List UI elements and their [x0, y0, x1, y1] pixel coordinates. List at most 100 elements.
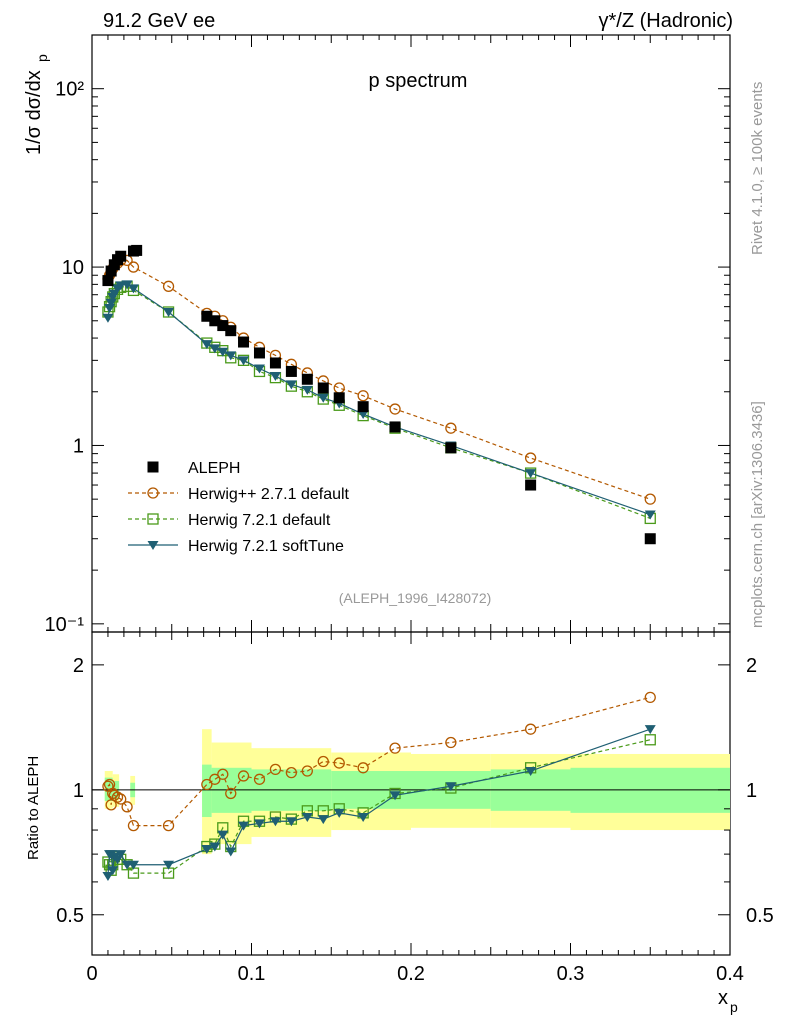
series-point: [301, 385, 313, 395]
series-point: [105, 298, 117, 308]
header-left: 91.2 GeV ee: [103, 10, 215, 32]
series-ratio-point: [285, 817, 297, 827]
series-ratio-point: [357, 813, 369, 823]
series-ratio-point: [445, 782, 457, 792]
x-axis-label-main: x: [718, 987, 728, 1009]
aleph-data-point: [225, 325, 237, 337]
header-right: γ*/Z (Hadronic): [599, 10, 733, 32]
y-tick-label: 10²: [55, 79, 84, 101]
aleph-data-point: [217, 320, 229, 332]
legend-marker: [147, 513, 159, 525]
series-point: [104, 303, 116, 313]
series-ratio-point: [644, 691, 656, 704]
ratio-tick-label: 1: [73, 780, 84, 802]
mcplots-text: mcplots.cern.ch [arXiv:1306.3436]: [749, 401, 766, 628]
y-tick-label: 10: [62, 257, 84, 279]
series-ratio-point: [237, 770, 250, 782]
aleph-data-layer: [102, 244, 656, 545]
ratio-band-inner: [570, 767, 730, 813]
chart-title: p spectrum: [369, 70, 468, 92]
series-ratio-point: [269, 817, 281, 827]
series-ratio-point: [389, 791, 401, 801]
series-point: [525, 469, 537, 479]
series-ratio-point: [445, 736, 457, 749]
series-ratio-point: [201, 778, 213, 791]
series-ratio-point: [333, 757, 345, 769]
aleph-data-point: [209, 315, 221, 327]
series-ratio-point: [225, 787, 237, 800]
series-point: [201, 340, 213, 350]
series-line-main: [107, 285, 651, 519]
series-ratio-point: [107, 866, 119, 876]
x-axis-label: x p: [718, 987, 738, 1015]
x-tick-label: 0.3: [557, 963, 585, 985]
series-ratio-point: [115, 793, 127, 805]
analysis-tag: (ALEPH_1996_I428072): [339, 590, 492, 606]
x-axis-label-sub: p: [730, 999, 738, 1015]
legend: ALEPH Herwig++ 2.7.1 default Herwig 7.2.1 …: [128, 460, 350, 555]
series-ratio-point: [525, 767, 537, 777]
legend-item: ALEPH: [147, 460, 240, 477]
series-ratio-point: [301, 813, 313, 823]
series-ratio-point: [201, 845, 213, 855]
series-ratio-point: [163, 860, 175, 870]
legend-label: Herwig 7.2.1 default: [188, 512, 331, 529]
series-point: [238, 356, 250, 366]
series-ratio-point: [317, 815, 329, 825]
series-ratio-point: [301, 765, 313, 777]
series-point: [127, 261, 140, 273]
series-ratio-point: [285, 766, 298, 779]
series-point: [333, 382, 345, 394]
x-tick-label: 0.4: [716, 963, 744, 985]
series-point: [317, 393, 329, 403]
aleph-data-point: [301, 373, 313, 385]
series-point: [127, 284, 139, 294]
legend-item: Herwig 7.2.1 default: [128, 512, 331, 529]
y-axis-label-sub: p: [34, 54, 50, 62]
aleph-data-point: [285, 365, 297, 377]
ratio-tick-label: 0.5: [56, 905, 84, 927]
y-axis-label: 1/σ dσ/dx p: [23, 54, 50, 155]
legend-label: ALEPH: [188, 460, 240, 477]
aleph-data-point: [269, 357, 281, 369]
series-point: [389, 403, 401, 415]
series-ratio-point: [644, 725, 656, 735]
rivet-text: Rivet 4.1.0, ≥ 100k events: [749, 82, 766, 255]
y-axis-label-main: 1/σ dσ/dx: [23, 70, 45, 155]
series-ratio-point: [217, 830, 229, 840]
series-ratio-point: [524, 723, 537, 735]
series-line-ratio: [107, 696, 651, 827]
series-line-main: [107, 283, 651, 516]
axis-ticks: 0 0.1 0.2 0.3 0.4 10⁻¹ 1 10 10² 0.5 0.5 1 1 2 2: [45, 34, 774, 985]
y-tick-label: 10⁻¹: [45, 614, 85, 636]
aleph-data-point: [253, 347, 265, 359]
x-tick-label: 0: [86, 963, 97, 985]
aleph-data-point: [333, 392, 345, 404]
series-ratio-point: [217, 768, 229, 780]
series-point: [644, 493, 656, 505]
legend-marker: [147, 487, 159, 499]
series-point: [269, 372, 281, 382]
series-point: [121, 280, 133, 290]
series-ratio-point: [102, 871, 114, 881]
legend-marker: [147, 541, 159, 550]
legend-label: Herwig 7.2.1 softTune: [188, 538, 344, 555]
series-point: [225, 351, 237, 361]
series-ratio-point: [269, 763, 282, 776]
series-ratio-point: [357, 762, 369, 774]
aleph-data-point: [357, 401, 369, 413]
ratio-axis-label: Ratio to ALEPH: [25, 756, 42, 860]
series-ratio-point: [333, 808, 345, 818]
mcplots-label: mcplots.cern.ch [arXiv:1306.3436]: [749, 401, 766, 628]
aleph-data-point: [102, 275, 114, 287]
series-ratio-point: [644, 734, 656, 746]
aleph-data-point: [525, 479, 537, 491]
legend-item: Herwig 7.2.1 softTune: [128, 538, 344, 555]
series-point: [102, 313, 114, 323]
ratio-tick-label-right: 1: [746, 780, 757, 802]
series-point: [115, 281, 127, 291]
series-point: [524, 452, 537, 464]
series-point: [644, 510, 656, 520]
series-ratio-point: [162, 819, 175, 832]
